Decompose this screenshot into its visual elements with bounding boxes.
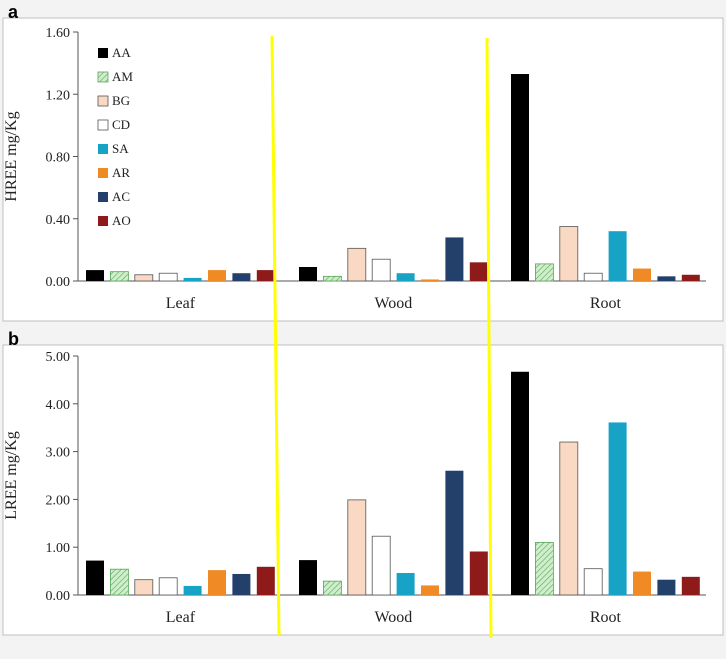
- y-tick-label: 0.80: [46, 151, 71, 166]
- legend-swatch-ar: [98, 168, 108, 178]
- category-label-wood: Wood: [374, 609, 412, 626]
- panel-a-chart: a 0.00 0.40 0.80 1.20 1.60 HREE mg/Kg Leaf Wood R…: [2, 2, 724, 322]
- bar-sa-wood: [396, 573, 415, 595]
- legend-label-bg: BG: [112, 93, 130, 108]
- y-tick-label: 3.00: [46, 446, 71, 461]
- legend-label-ar: AR: [112, 165, 130, 180]
- bar-cd-root: [583, 568, 603, 596]
- bar-ac-wood: [445, 470, 464, 595]
- yellow-divider-line: [270, 35, 281, 636]
- legend-label-cd: CD: [112, 117, 130, 132]
- bar-aa-wood: [299, 266, 317, 281]
- legend-swatch-cd: [97, 119, 109, 131]
- y-tick-label: 0.00: [46, 589, 71, 604]
- bar-cd-leaf: [158, 272, 178, 282]
- legend-swatch-aa: [98, 48, 108, 58]
- panel-label: b: [8, 329, 19, 349]
- category-label-root: Root: [590, 295, 622, 312]
- y-tick-label: 1.60: [46, 26, 71, 41]
- bar-bg-wood: [347, 247, 367, 282]
- y-tick-label: 0.40: [46, 213, 71, 228]
- bar-aa-root: [511, 371, 529, 595]
- legend-label-sa: SA: [112, 141, 129, 156]
- bar-am-root: [535, 542, 554, 596]
- bar-sa-leaf: [183, 585, 202, 595]
- legend-label-aa: AA: [112, 45, 131, 60]
- bar-am-root: [535, 263, 554, 282]
- category-label-leaf: Leaf: [166, 609, 196, 626]
- legend-swatch-am: [97, 71, 109, 83]
- bar-sa-leaf: [183, 277, 202, 281]
- yellow-divider-line: [485, 37, 493, 639]
- y-tick-label: 1.00: [46, 541, 71, 556]
- bar-ao-leaf: [256, 566, 275, 595]
- bar-cd-wood: [371, 535, 391, 596]
- bar-aa-root: [511, 74, 529, 281]
- y-tick-label: 2.00: [46, 493, 71, 508]
- bar-sa-root: [608, 231, 627, 281]
- bar-ao-leaf: [256, 270, 275, 281]
- bar-bg-leaf: [134, 274, 154, 282]
- bar-aa-leaf: [86, 270, 104, 281]
- bar-ao-root: [681, 576, 700, 595]
- y-tick-label: 1.20: [46, 88, 71, 103]
- bar-ar-wood: [421, 585, 439, 595]
- legend-label-am: AM: [112, 69, 133, 84]
- bar-sa-root: [608, 422, 627, 595]
- y-tick-label: 4.00: [46, 398, 71, 413]
- yellow-dividers: [270, 35, 493, 639]
- bar-bg-root: [559, 441, 579, 596]
- bar-cd-leaf: [158, 577, 178, 596]
- bar-bg-root: [559, 226, 579, 282]
- bar-ar-wood: [421, 279, 439, 281]
- bar-am-wood: [322, 580, 342, 596]
- bar-ac-root: [657, 579, 676, 595]
- legend-swatch-bg: [97, 95, 109, 107]
- bar-ac-leaf: [232, 273, 251, 281]
- panel-b-chart: b 0.00 1.00 2.00 3.00 4.00 5.00 LREE mg/Kg Leaf W…: [2, 329, 724, 636]
- bar-cd-root: [583, 272, 603, 282]
- bar-bg-wood: [347, 499, 367, 596]
- y-axis-title: HREE mg/Kg: [3, 111, 20, 201]
- legend-swatch-ao: [98, 216, 108, 226]
- category-label-wood: Wood: [374, 295, 412, 312]
- bar-ac-root: [657, 276, 676, 281]
- category-label-leaf: Leaf: [166, 295, 196, 312]
- legend-swatch-ac: [98, 192, 108, 202]
- category-label-root: Root: [590, 609, 622, 626]
- bar-am-wood: [322, 275, 342, 282]
- bar-ac-wood: [445, 237, 464, 281]
- bar-aa-wood: [299, 560, 317, 595]
- bar-cd-wood: [371, 258, 391, 282]
- bar-ar-root: [633, 571, 651, 595]
- bar-ac-leaf: [232, 573, 251, 595]
- bar-am-leaf: [110, 568, 129, 596]
- bar-bg-leaf: [134, 579, 154, 596]
- bar-aa-leaf: [86, 560, 104, 595]
- bar-ao-root: [681, 274, 700, 281]
- bar-ao-wood: [469, 551, 488, 595]
- y-tick-label: 5.00: [46, 350, 71, 365]
- legend-label-ao: AO: [112, 213, 131, 228]
- legend-label-ac: AC: [112, 189, 130, 204]
- bar-sa-wood: [396, 273, 415, 281]
- y-axis-title: LREE mg/Kg: [3, 431, 20, 519]
- bar-ar-root: [633, 268, 651, 281]
- bar-am-leaf: [110, 271, 129, 282]
- panel-label: a: [8, 2, 19, 22]
- bar-ar-leaf: [208, 270, 226, 281]
- legend-swatch-sa: [98, 144, 108, 154]
- bar-ar-leaf: [208, 570, 226, 595]
- bar-ao-wood: [469, 262, 488, 281]
- y-tick-label: 0.00: [46, 275, 71, 290]
- legend: AA AM BG CD SA AR AC AO: [97, 45, 133, 228]
